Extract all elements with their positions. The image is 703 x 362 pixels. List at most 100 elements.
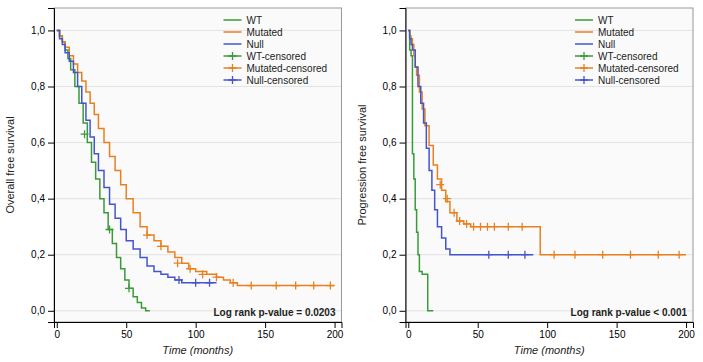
censored-mark bbox=[310, 282, 318, 290]
censored-mark bbox=[247, 282, 255, 290]
y-tick: 0,4 bbox=[31, 193, 54, 204]
x-tick-label: 150 bbox=[257, 329, 274, 340]
censored-mark bbox=[518, 223, 526, 231]
censored-mark bbox=[125, 284, 133, 292]
legend-label: WT bbox=[247, 15, 263, 26]
y-tick-label: 0,6 bbox=[31, 137, 45, 148]
legend-entry: Mutated-censored bbox=[575, 63, 679, 74]
censored-marks bbox=[175, 276, 214, 287]
y-axis: 0,00,20,40,60,81,0 bbox=[383, 9, 406, 323]
x-axis-title: Time (months) bbox=[514, 344, 585, 356]
y-tick: 0,0 bbox=[31, 305, 54, 316]
x-tick-label: 100 bbox=[539, 329, 556, 340]
censored-mark bbox=[675, 251, 683, 259]
censored-mark bbox=[483, 223, 491, 231]
legend-marker bbox=[229, 76, 237, 84]
x-tick: 150 bbox=[609, 322, 626, 340]
x-axis: 0 50 100 150 200 bbox=[406, 322, 695, 340]
censored-mark bbox=[490, 223, 498, 231]
censored-mark bbox=[106, 225, 114, 233]
x-tick-label: 200 bbox=[327, 329, 344, 340]
x-tick-mark bbox=[335, 322, 336, 328]
x-tick: 0 bbox=[406, 322, 412, 340]
legend: WTMutatedNullWT-censoredMutated-censored… bbox=[575, 15, 679, 86]
grid bbox=[406, 30, 694, 310]
y-tick-mark bbox=[48, 30, 54, 31]
y-tick: 1,0 bbox=[383, 25, 406, 36]
legend-entry: Null bbox=[575, 39, 615, 50]
legend-entry: WT bbox=[224, 15, 263, 26]
legend-entry: Null-censored bbox=[575, 75, 660, 86]
legend-marker bbox=[229, 52, 237, 60]
y-tick-mark bbox=[400, 143, 406, 144]
censored-mark bbox=[443, 195, 451, 203]
legend-label: Mutated-censored bbox=[247, 63, 328, 74]
figure: 0 50 100 150 200 0,0 0,2 0,4 0,6 0,8 1,0 Time (mont… bbox=[0, 0, 703, 362]
plot-frame bbox=[406, 8, 694, 322]
legend-entry: Mutated-censored bbox=[224, 63, 328, 74]
censored-mark bbox=[272, 282, 280, 290]
legend-label: WT-censored bbox=[247, 51, 306, 62]
grid-line bbox=[406, 142, 694, 143]
legend-marker bbox=[580, 64, 588, 72]
legend: WTMutatedNullWT-censoredMutated-censored… bbox=[224, 15, 328, 86]
x-tick-label: 0 bbox=[54, 329, 60, 340]
censored-mark bbox=[292, 282, 300, 290]
legend-swatch bbox=[224, 19, 242, 21]
censored-mark bbox=[571, 251, 579, 259]
x-tick-label: 100 bbox=[188, 329, 205, 340]
censored-mark bbox=[436, 181, 444, 189]
y-tick-mark bbox=[48, 87, 54, 88]
censored-marks bbox=[143, 231, 334, 289]
y-axis: 0,00,20,40,60,81,0 bbox=[31, 9, 54, 323]
x-tick-mark bbox=[57, 322, 58, 328]
y-tick-label: 0,6 bbox=[383, 137, 397, 148]
x-tick: 50 bbox=[121, 322, 133, 340]
censored-mark bbox=[654, 251, 662, 259]
censored-mark bbox=[174, 259, 182, 267]
legend-label: Mutated bbox=[598, 27, 634, 38]
censored-mark bbox=[157, 242, 165, 250]
legend-label: Mutated-censored bbox=[598, 63, 679, 74]
legend-marker bbox=[580, 52, 588, 60]
censored-mark bbox=[521, 251, 529, 259]
legend-marker bbox=[580, 76, 588, 84]
censored-mark bbox=[463, 220, 471, 228]
x-tick-mark bbox=[686, 322, 687, 328]
grid-line bbox=[54, 142, 342, 143]
censored-mark bbox=[470, 223, 478, 231]
grid-line bbox=[406, 30, 694, 31]
censored-mark bbox=[206, 279, 214, 287]
y-tick-mark bbox=[400, 255, 406, 256]
plot-frame bbox=[54, 8, 342, 322]
grid-line bbox=[54, 254, 342, 255]
y-tick: 1,0 bbox=[31, 25, 54, 36]
censored-mark bbox=[504, 251, 512, 259]
y-tick-label: 0,8 bbox=[31, 81, 45, 92]
x-tick-mark bbox=[547, 322, 548, 328]
panel: 0501001502000,00,20,40,60,81,0Time (mont… bbox=[4, 8, 344, 356]
legend-swatch bbox=[575, 31, 593, 33]
x-tick: 200 bbox=[678, 322, 695, 340]
x-tick: 0 bbox=[54, 322, 60, 340]
legend-label: Mutated bbox=[247, 27, 283, 38]
y-axis-line bbox=[400, 9, 407, 323]
y-tick-mark bbox=[48, 311, 54, 312]
x-tick-mark bbox=[265, 322, 266, 328]
y-tick-label: 0,2 bbox=[383, 249, 397, 260]
x-tick-mark bbox=[408, 322, 409, 328]
y-tick-label: 0,4 bbox=[31, 193, 45, 204]
censored-marks bbox=[485, 251, 529, 259]
legend-entry: WT bbox=[575, 15, 614, 26]
y-tick-mark bbox=[400, 311, 406, 312]
x-tick: 200 bbox=[327, 322, 344, 340]
y-tick: 0,0 bbox=[383, 305, 406, 316]
censored-mark bbox=[477, 223, 485, 231]
survival-curve bbox=[57, 30, 217, 282]
y-tick-label: 1,0 bbox=[383, 25, 397, 36]
x-tick-mark bbox=[126, 322, 127, 328]
x-tick-label: 50 bbox=[473, 329, 485, 340]
survival-curve bbox=[408, 30, 686, 254]
legend-entry: WT-censored bbox=[575, 51, 657, 62]
plot-area bbox=[57, 30, 335, 310]
